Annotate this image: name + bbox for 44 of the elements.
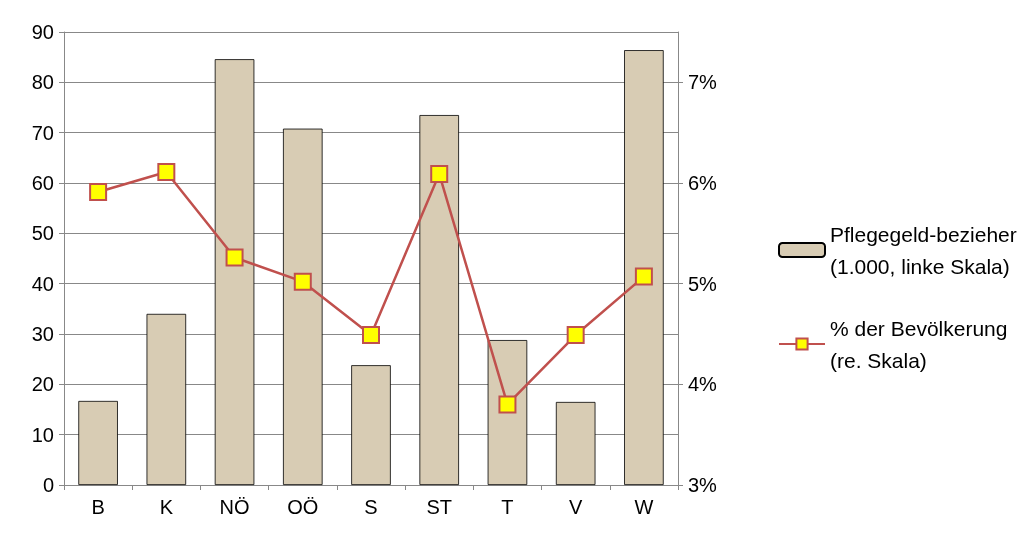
x-tick-label: V (568, 496, 583, 518)
bar (214, 59, 255, 485)
bar (282, 128, 323, 485)
y-tick-label: 40 (31, 272, 54, 295)
y-tick-label: 60 (31, 172, 54, 194)
y-tick-label: 0 (42, 474, 54, 496)
y-tick-label: 30 (31, 323, 54, 345)
point (225, 248, 244, 267)
x-tick-label: OÖ (287, 496, 319, 518)
bar (487, 340, 528, 485)
y-tick-label: 70 (31, 121, 54, 144)
bar (624, 50, 664, 485)
x-tick-label: T (501, 496, 514, 518)
y2-tick-label: 6% (688, 172, 718, 194)
y-tick-label: 50 (31, 222, 54, 245)
y2-tick-label: 5% (688, 272, 718, 295)
legend-label: Pflegegeld-bezieher (1.000, linke Skala) (830, 222, 1023, 278)
y-tick-label: 80 (31, 71, 54, 94)
y2-tick-label: 7% (688, 71, 718, 94)
point (293, 272, 312, 291)
bar (555, 401, 596, 485)
x-tick-label: S (364, 496, 378, 518)
point (89, 183, 108, 202)
x-tick-label: NÖ (219, 496, 250, 518)
point (157, 162, 176, 181)
y-tick-label: 10 (31, 423, 54, 446)
y2-tick-label: 4% (688, 373, 718, 396)
x-tick-label: B (91, 496, 105, 518)
x-tick-label: K (159, 496, 174, 518)
y2-tick-label: 3% (688, 474, 718, 496)
bar (419, 115, 460, 485)
legend-label: % der Bevölkerung (re. Skala) (830, 316, 1014, 372)
bar (78, 400, 118, 485)
point (566, 326, 585, 345)
y-tick-label: 20 (31, 373, 54, 396)
y-tick-label: 90 (31, 21, 54, 43)
point (634, 267, 653, 286)
point (498, 395, 517, 414)
x-tick-label: W (634, 496, 654, 518)
bar (351, 365, 391, 485)
point (430, 164, 449, 183)
x-tick-label: ST (426, 496, 452, 518)
point (362, 326, 380, 345)
bar (146, 313, 187, 485)
